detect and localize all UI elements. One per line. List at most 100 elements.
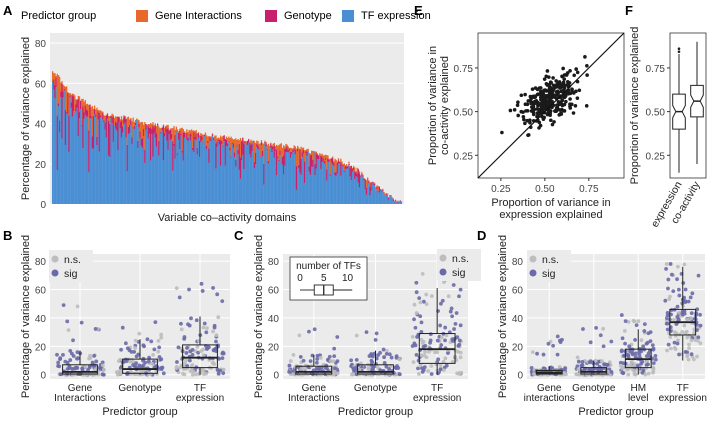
panel-a-bar-genotype	[165, 127, 167, 133]
panel-a-bar-gene-interactions	[96, 107, 98, 137]
panel-d-point-sig	[665, 327, 670, 332]
panel-a-bar-genotype	[104, 122, 106, 130]
panel-a-bar-tf-expression	[370, 190, 372, 204]
panel-a-bar-genotype	[355, 172, 357, 177]
panel-a-bar-genotype	[101, 120, 103, 121]
panel-a-bar-gene-interactions	[354, 167, 356, 172]
panel-a-bar-tf-expression	[246, 145, 249, 204]
panel-c-point-ns	[414, 311, 419, 315]
panel-a-bar-gene-interactions	[106, 113, 109, 115]
panel-c-point-ns	[418, 362, 423, 367]
panel-a-bar-genotype	[360, 176, 362, 177]
panel-a-bar-tf-expression	[267, 163, 270, 204]
panel-a-bar-tf-expression	[61, 138, 63, 204]
panel-c-ytick-label: 80	[268, 257, 280, 268]
panel-d-point-sig	[694, 311, 699, 316]
panel-a-bar-genotype	[77, 98, 79, 137]
panel-b-point-sig	[68, 349, 73, 353]
panel-d-point-sig	[666, 286, 670, 291]
panel-c-point-sig	[354, 357, 359, 362]
panel-a-bar-tf-expression	[332, 164, 334, 204]
panel-e-point	[542, 102, 547, 106]
panel-a-bar-genotype	[378, 186, 380, 193]
panel-a-bar-tf-expression	[139, 138, 141, 204]
panel-c-point-sig	[439, 301, 443, 306]
panel-a-bar-tf-expression	[200, 141, 202, 204]
panel-d-point-sig	[563, 366, 568, 371]
panel-a-bar-genotype	[162, 125, 165, 161]
panel-a-bar-tf-expression	[262, 156, 264, 204]
panel-c-point-sig	[457, 294, 461, 299]
panel-a-bar-tf-expression	[92, 148, 95, 204]
panel-e-point	[558, 86, 562, 90]
panel-a-bar-genotype	[250, 144, 252, 158]
panel-a-bar-genotype	[292, 149, 294, 153]
panel-a-bar-tf-expression	[252, 141, 254, 204]
panel-a-bar-tf-expression	[111, 122, 113, 204]
panel-d-point-sig	[698, 323, 703, 328]
panel-a-bar-genotype	[218, 139, 221, 145]
panel-b-point-ns	[156, 349, 161, 354]
panel-b-point-sig	[215, 292, 220, 297]
panel-a-bar-tf-expression	[146, 126, 148, 204]
panel-d-point-ns	[629, 360, 634, 365]
panel-a-bar-tf-expression	[202, 142, 204, 204]
panel-b-point-ns	[201, 325, 206, 330]
panel-a-bar-tf-expression	[78, 118, 81, 204]
panel-a-bar-tf-expression	[228, 141, 230, 204]
panel-a-bar-gene-interactions	[249, 141, 251, 143]
panel-c-point-sig	[374, 331, 379, 336]
panel-e-point	[537, 120, 542, 125]
panel-d-point-sig	[555, 352, 560, 357]
panel-b-box	[62, 364, 98, 375]
panel-a-bar-gene-interactions	[164, 127, 166, 133]
panel-e-xtick-label: 0.25	[491, 184, 511, 195]
panel-a-bar-gene-interactions	[218, 138, 221, 140]
panel-b-point-ns	[133, 338, 138, 343]
panel-a-bar-genotype	[260, 142, 263, 145]
panel-a-bar-tf-expression	[173, 145, 175, 204]
panel-e-point	[559, 111, 563, 115]
panel-d-xtick-label: TF expression	[659, 383, 707, 404]
panel-a-bar-tf-expression	[90, 118, 92, 204]
panel-c-point-sig	[449, 306, 454, 311]
panel-a-bar-genotype	[323, 160, 326, 164]
panel-a-bar-tf-expression	[70, 107, 72, 204]
panel-a-bar-tf-expression	[71, 116, 74, 204]
panel-b-point-sig	[189, 316, 193, 321]
panel-a-bar-tf-expression	[281, 164, 284, 204]
panel-e-point	[516, 113, 520, 118]
panel-a-bar-gene-interactions	[386, 193, 389, 195]
panel-a-bar-gene-interactions	[349, 166, 351, 168]
panel-a-bar-gene-interactions	[188, 129, 190, 136]
panel-a-bar-gene-interactions	[64, 86, 67, 111]
panel-a-bar-gene-interactions	[267, 143, 270, 161]
panel-a-bar-genotype	[258, 147, 260, 150]
panel-a-bar-gene-interactions	[329, 158, 331, 175]
panel-a-bar-tf-expression	[278, 161, 280, 204]
panel-a-bar-gene-interactions	[232, 139, 235, 144]
panel-e-point	[568, 91, 573, 96]
panel-f-notched-box-plot: 0.250.500.75expressionco-activityProport…	[629, 27, 707, 229]
panel-a-bar-genotype	[285, 148, 287, 152]
panel-a-bar-gene-interactions	[333, 161, 335, 163]
panel-a-bar-tf-expression	[238, 169, 240, 204]
panel-a-bar-gene-interactions	[344, 165, 347, 167]
panel-a-bar-gene-interactions	[309, 153, 312, 156]
panel-a-bar-genotype	[267, 160, 270, 164]
panel-d-x-axis-label: Predictor group	[578, 406, 653, 418]
panel-a-bar-tf-expression	[76, 107, 78, 204]
panel-a-bar-tf-expression	[361, 175, 363, 204]
panel-a-bar-tf-expression	[269, 148, 271, 204]
panel-d-point-sig	[633, 337, 637, 342]
panel-b-point-ns	[204, 371, 209, 376]
panel-d-point-sig	[620, 370, 625, 375]
panel-c-point-sig	[412, 317, 416, 322]
panel-a-bar-genotype	[118, 117, 120, 123]
panel-a-bar-gene-interactions	[227, 137, 229, 144]
panel-a-bar-tf-expression	[103, 122, 105, 204]
panel-a-bar-genotype	[201, 136, 203, 141]
panel-a-bar-tf-expression	[328, 161, 330, 204]
panel-a-bar-genotype	[160, 132, 162, 134]
panel-a-bar-gene-interactions	[293, 145, 295, 148]
